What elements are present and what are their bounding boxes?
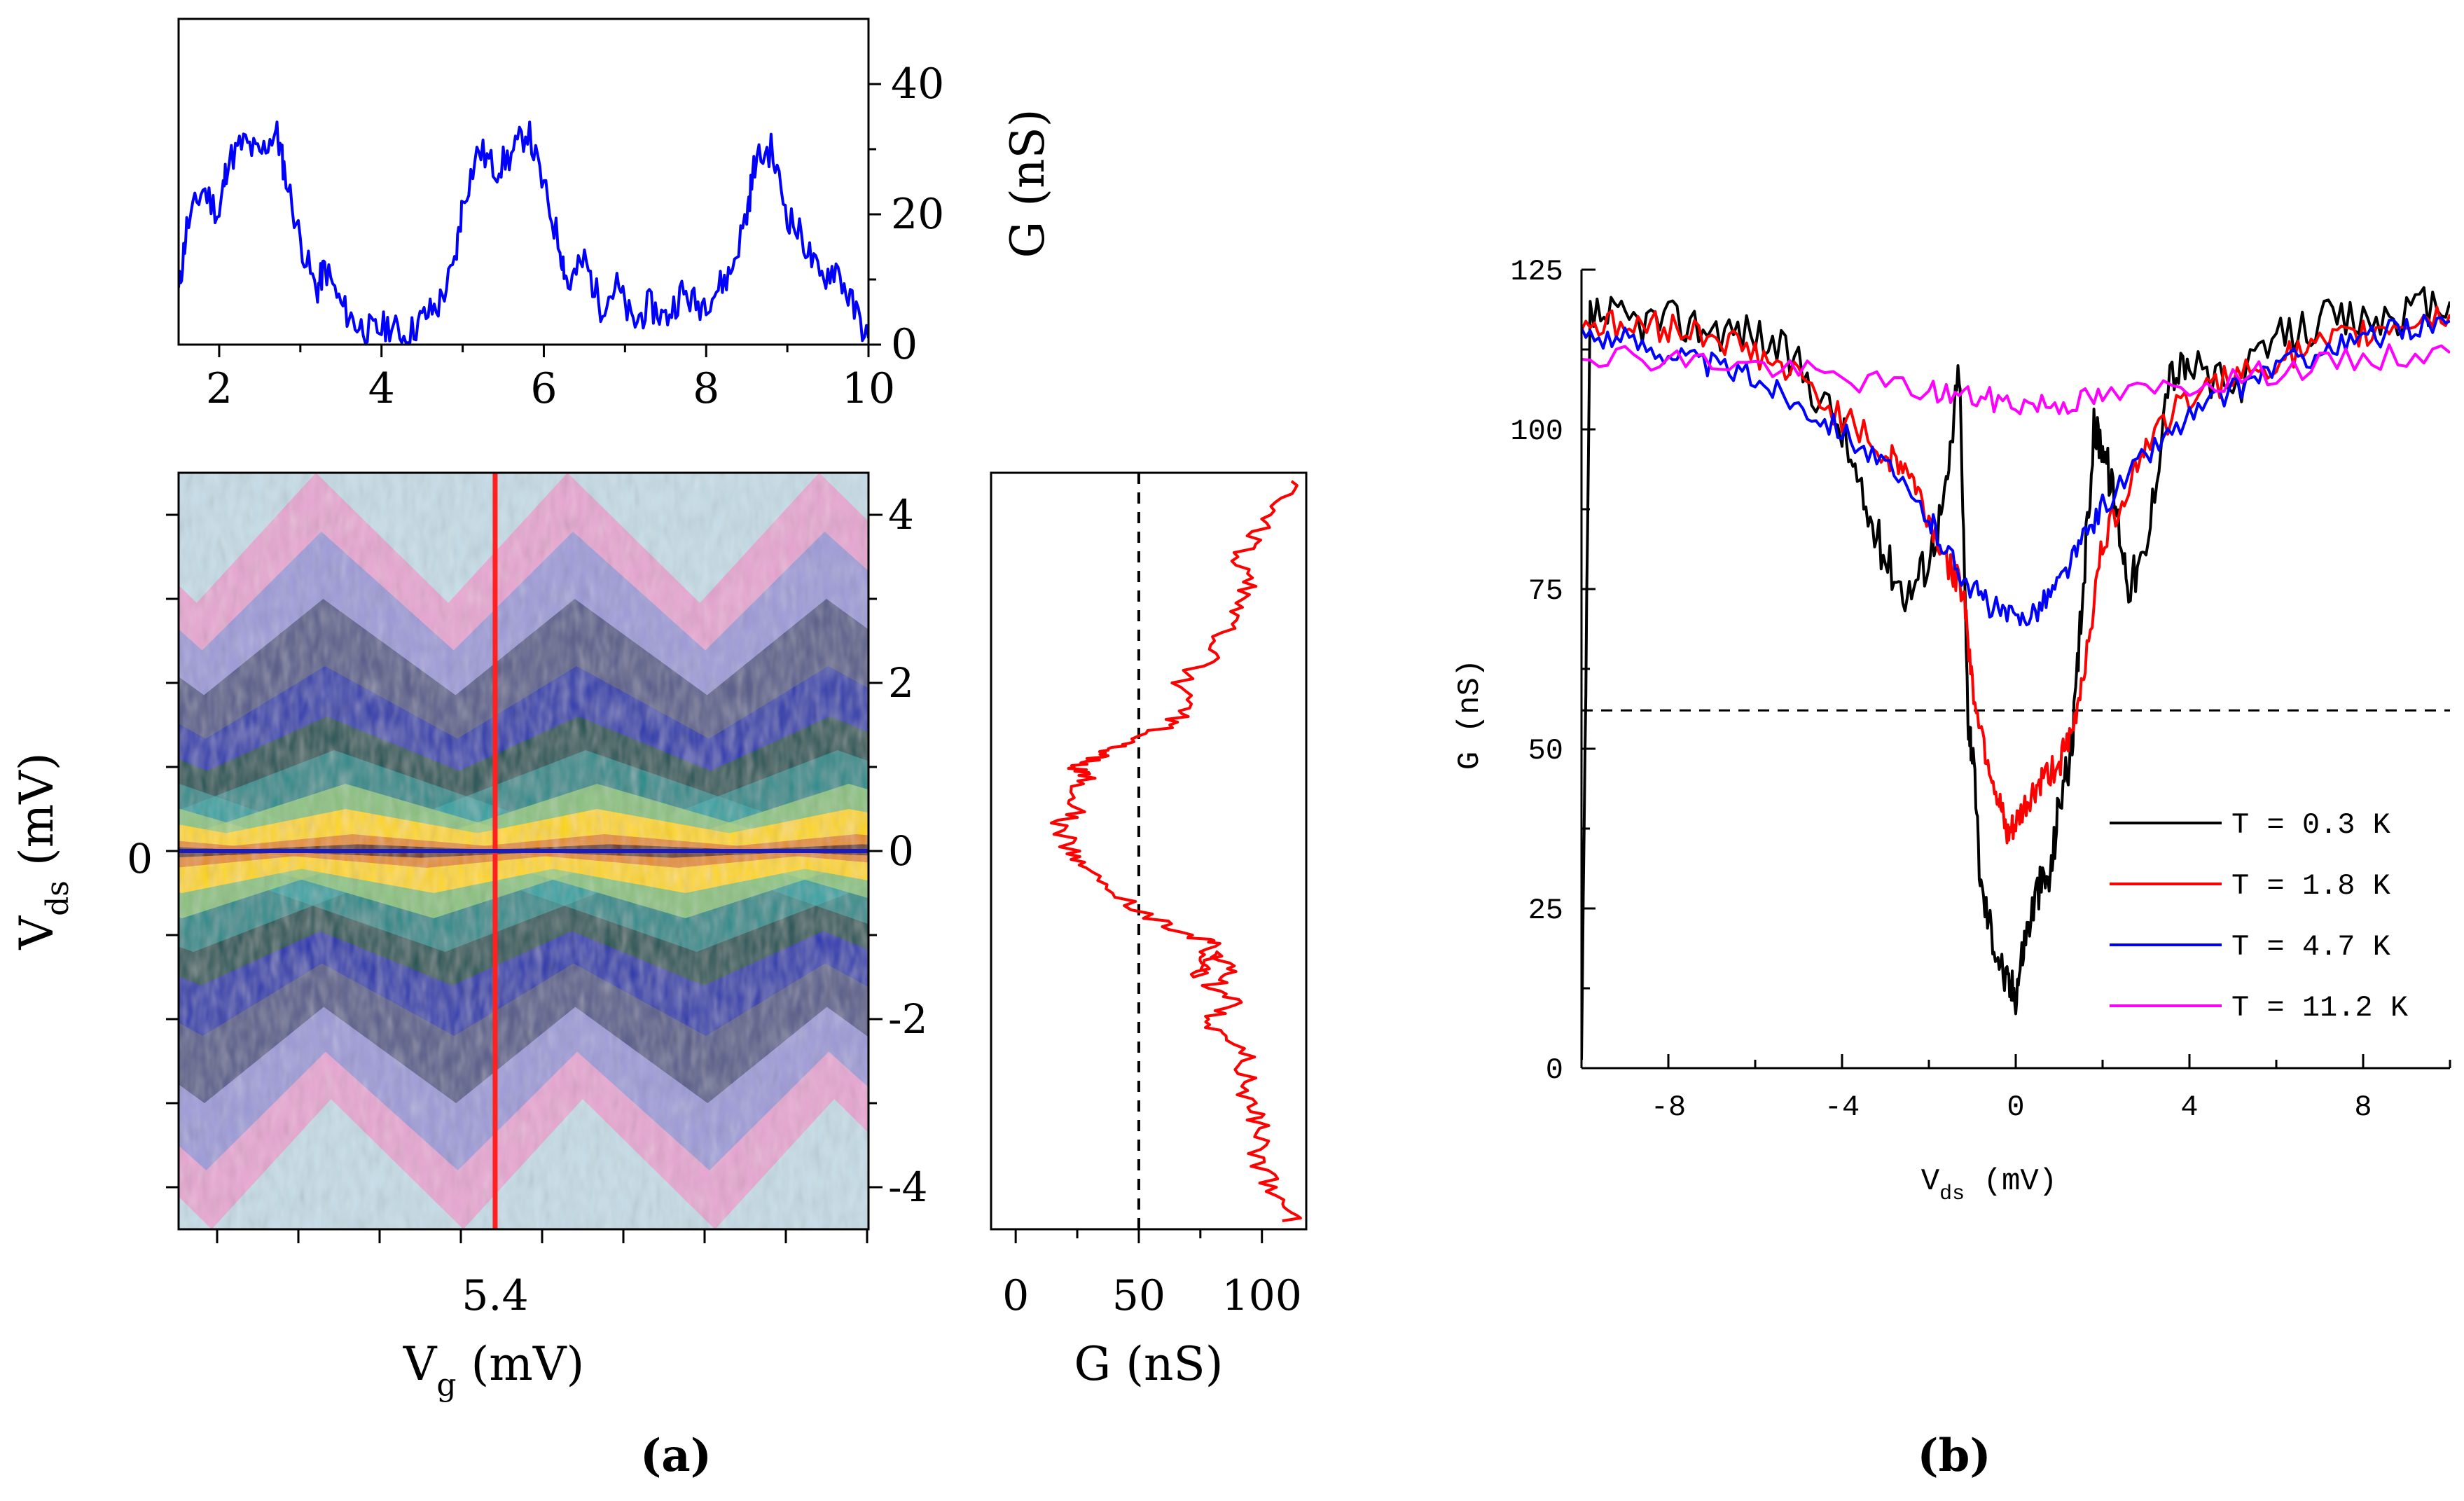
b-xlabel: Vds (mV)	[1921, 1164, 2057, 1206]
a-right-x-ticks: 0 50 100	[1002, 1229, 1302, 1320]
b-x-tick-label: 0	[2007, 1091, 2024, 1124]
a-top-x-tick-label: 4	[368, 364, 395, 413]
a-right-plot: 0 50 100 G (nS)	[990, 471, 1308, 1391]
b-legend: T = 0.3 K T = 1.8 K T = 4.7 K T = 11.2 K	[2110, 808, 2409, 1025]
b-y-tick-label: 75	[1528, 574, 1563, 608]
a-right-frame	[990, 471, 1308, 1231]
b-legend-label: T = 0.3 K	[2231, 808, 2391, 842]
a-top-frame	[177, 18, 870, 346]
b-plot: -8 -4 0 4 8 0 25 50 75 100 125 T = 0.3 K T = 1.8 K…	[1453, 255, 2451, 1206]
b-ylabel: G (nS)	[1453, 659, 1488, 770]
b-x-tick-label: 8	[2354, 1091, 2372, 1124]
b-series-line	[1581, 313, 2450, 627]
heatmap-right-tick-label: 4	[888, 491, 914, 539]
heatmap-right-tick-label: -4	[888, 1163, 928, 1211]
panel-label-a: (a)	[640, 1430, 712, 1482]
a-top-x-tick-label: 8	[693, 364, 719, 413]
b-y-tick-label: 25	[1528, 894, 1563, 927]
b-legend-label: T = 4.7 K	[2231, 930, 2391, 964]
heatmap-left-zero-label: 0	[127, 835, 153, 883]
b-y-ticks: 0 25 50 75 100 125	[1510, 255, 1596, 1087]
b-series-line	[1581, 305, 2450, 845]
b-legend-label: T = 1.8 K	[2231, 869, 2391, 903]
a-heatmap-plot: -4 -2 0 2 4 5.4 0 Vg (mV) Vds (mV)	[10, 471, 928, 1403]
b-x-tick-label: -4	[1825, 1091, 1860, 1124]
b-y-tick-label: 50	[1528, 734, 1563, 768]
heatmap-ylabel: Vds (mV)	[10, 752, 76, 950]
a-top-y-ticks: 0 20 40	[868, 60, 944, 369]
a-right-xlabel: G (nS)	[1074, 1337, 1224, 1391]
b-y-tick-label: 100	[1510, 415, 1563, 448]
heatmap-x-tick-label: 5.4	[462, 1271, 528, 1320]
a-top-ylabel: G (nS)	[1001, 109, 1055, 258]
b-x-tick-label: 4	[2180, 1091, 2198, 1124]
a-top-x-tick-label: 10	[842, 364, 895, 413]
heatmap-right-ticks: -4 -2 0 2 4	[868, 491, 928, 1211]
a-top-y-tick-label: 40	[891, 60, 944, 109]
a-right-x-tick-label: 0	[1002, 1271, 1029, 1320]
heatmap-right-tick-label: 0	[888, 827, 914, 875]
a-right-x-tick-label: 100	[1221, 1271, 1302, 1320]
b-x-ticks: -8 -4 0 4 8	[1580, 1054, 2451, 1124]
heatmap-right-tick-label: -2	[888, 995, 928, 1043]
a-right-x-tick-label: 50	[1112, 1271, 1165, 1320]
a-top-y-tick-label: 0	[891, 320, 918, 369]
a-top-plot: 2 4 6 8 10 0 20 40 G (nS)	[177, 18, 1055, 413]
heatmap-band	[179, 841, 323, 868]
heatmap-right-tick-label: 2	[888, 659, 914, 707]
panel-label-b: (b)	[1917, 1430, 1991, 1482]
b-series-group	[1581, 286, 2450, 1060]
heatmap-left-ticks	[166, 513, 179, 1189]
b-y-tick-label: 125	[1510, 255, 1563, 289]
a-top-x-tick-label: 6	[530, 364, 557, 413]
b-y-tick-label: 0	[1546, 1053, 1563, 1087]
a-top-x-tick-label: 2	[206, 364, 233, 413]
b-series-line	[1581, 343, 2450, 415]
b-series-line	[1581, 286, 2450, 1060]
heatmap-bottom-ticks: 5.4	[216, 1229, 868, 1320]
a-right-series-line	[1050, 480, 1302, 1222]
b-legend-label: T = 11.2 K	[2231, 991, 2409, 1025]
a-top-y-tick-label: 20	[891, 190, 944, 239]
a-top-x-ticks: 2 4 6 8 10	[206, 345, 895, 413]
heatmap-xlabel: Vg (mV)	[403, 1337, 585, 1403]
a-top-series-line	[179, 120, 868, 345]
b-x-tick-label: -8	[1651, 1091, 1686, 1124]
